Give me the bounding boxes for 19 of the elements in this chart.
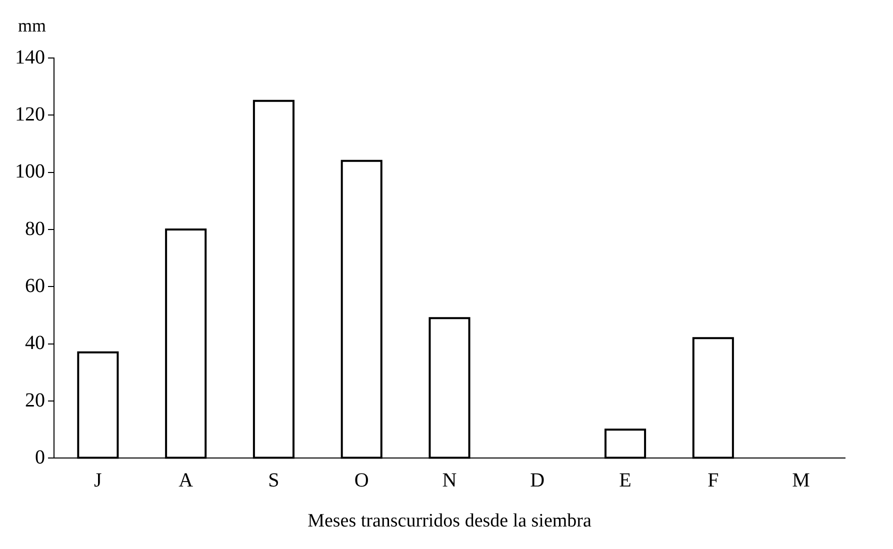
y-tick-label: 20 [25,389,45,412]
x-tick-label: J [94,469,102,492]
y-axis-title: mm [18,16,46,36]
x-tick-label: S [268,469,280,492]
y-tick-label: 60 [25,274,45,297]
y-tick-label: 80 [25,218,45,240]
x-tick-label: N [442,469,457,492]
x-tick-label: M [792,469,810,492]
x-tick-label: O [354,469,369,492]
y-tick-label: 40 [25,332,45,354]
x-axis-title: Meses transcurridos desde la siembra [308,510,592,532]
x-tick-label: A [178,469,194,492]
y-tick-label: 120 [15,103,45,126]
x-tick-label: E [619,469,632,492]
x-tick-label: F [708,469,719,492]
y-tick-label: 100 [15,160,45,183]
y-tick-label: 140 [15,46,45,68]
y-tick-label: 0 [35,446,45,468]
x-tick-label: D [530,469,545,492]
